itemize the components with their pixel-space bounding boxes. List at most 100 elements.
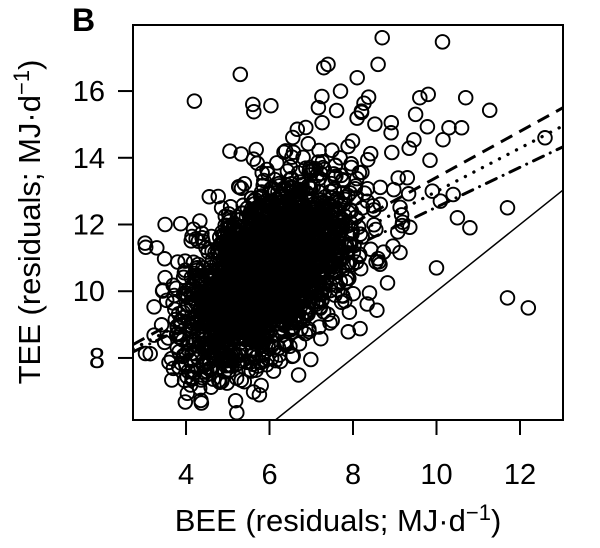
fit-lines-layer — [133, 106, 563, 420]
scatter-point — [250, 358, 266, 374]
scatter-point — [285, 348, 301, 364]
scatter-point — [302, 282, 318, 299]
scatter-point — [166, 287, 183, 304]
scatter-point — [371, 254, 387, 270]
scatter-point — [153, 317, 170, 333]
y-axis-title: TEE (residuals; MJ·d−1) — [9, 60, 47, 385]
scatter-point — [279, 311, 296, 328]
scatter-point — [256, 172, 272, 189]
scatter-point — [137, 239, 154, 256]
x-tick-label: 6 — [261, 459, 277, 491]
scatter-point — [169, 254, 186, 270]
scatter-point — [520, 300, 537, 316]
scatter-point — [310, 224, 326, 241]
scatter-point — [369, 302, 385, 318]
scatter-point — [172, 215, 189, 232]
scatter-point — [250, 284, 267, 300]
scatter-point — [263, 97, 279, 114]
scatter-point — [311, 184, 328, 201]
scatter-point — [227, 346, 244, 362]
x-axis-title-close: ) — [491, 503, 501, 538]
scatter-point — [268, 249, 284, 266]
x-axis-title-superscript: −1 — [466, 500, 491, 525]
scatter-point — [327, 170, 343, 186]
scatter-point — [184, 282, 200, 298]
scatter-point — [412, 89, 428, 106]
y-axis: 8 10 12 14 16 — [73, 76, 133, 375]
scatter-point — [351, 248, 367, 265]
scatter-point — [193, 372, 209, 388]
scatter-point — [236, 373, 253, 390]
fit-line-dotted — [133, 124, 563, 351]
scatter-point — [445, 186, 461, 203]
scatter-point — [252, 188, 269, 205]
scatter-point — [435, 131, 451, 148]
scatter-point — [374, 29, 390, 46]
scatter-point — [227, 392, 244, 409]
scatter-point — [367, 116, 383, 132]
scatter-point — [337, 293, 353, 309]
scatter-point — [277, 143, 294, 159]
scatter-point — [157, 216, 173, 233]
scatter-point — [315, 304, 332, 320]
x-tick-label: 12 — [504, 459, 536, 491]
scatter-point — [344, 222, 361, 239]
y-tick-label: 12 — [73, 210, 105, 242]
scatter-point — [220, 357, 237, 373]
scatter-point — [289, 121, 306, 138]
scatter-point — [279, 288, 295, 304]
y-tick-label: 14 — [73, 143, 105, 175]
fit-line-dashdot — [133, 145, 563, 354]
identity-line — [274, 189, 563, 420]
scatter-point — [261, 194, 278, 210]
scatter-point — [453, 120, 470, 136]
scatter-point — [146, 299, 162, 315]
scatter-point — [292, 282, 308, 299]
scatter-point — [311, 319, 327, 335]
scatter-point — [246, 103, 262, 120]
scatter-point — [196, 340, 212, 356]
scatter-point — [285, 129, 301, 146]
scatter-point — [206, 326, 222, 342]
scatter-point — [186, 93, 203, 109]
x-axis-title: BEE (residuals; MJ·d−1) — [175, 500, 502, 538]
scatter-point — [340, 255, 356, 272]
scatter-point — [283, 315, 299, 331]
scatter-point — [169, 339, 186, 356]
scatter-point — [332, 83, 349, 99]
scatter-point — [400, 186, 417, 202]
x-tick-label: 10 — [420, 459, 452, 491]
y-tick-label: 10 — [73, 276, 105, 308]
scatter-point — [285, 200, 301, 216]
scatter-point — [351, 164, 368, 181]
scatter-point — [245, 96, 261, 113]
scatter-point — [218, 267, 234, 283]
scatter-point — [246, 334, 262, 350]
scatter-point — [276, 144, 292, 160]
scatter-point — [176, 372, 193, 389]
scatter-point — [361, 285, 378, 301]
scatter-points-layer — [137, 29, 553, 420]
scatter-point — [146, 327, 162, 343]
scatter-point — [259, 161, 275, 178]
scatter-point — [386, 181, 402, 198]
scatter-point — [428, 260, 445, 276]
scatter-point — [285, 144, 302, 161]
scatter-point — [406, 132, 422, 148]
scatter-point — [326, 181, 343, 197]
scatter-point — [359, 193, 375, 209]
scatter-point — [356, 185, 373, 201]
scatter-point — [314, 88, 330, 105]
scatter-point — [193, 395, 210, 411]
scatter-point — [335, 185, 351, 201]
scatter-point — [243, 190, 260, 206]
scatter-point — [228, 370, 245, 386]
panel-label: B — [72, 2, 96, 38]
scatter-point — [232, 66, 249, 83]
scatter-point — [383, 125, 399, 141]
scatter-point — [180, 363, 196, 380]
scatter-point — [283, 170, 300, 187]
scatter-point — [303, 351, 319, 368]
scatter-point — [441, 120, 457, 136]
